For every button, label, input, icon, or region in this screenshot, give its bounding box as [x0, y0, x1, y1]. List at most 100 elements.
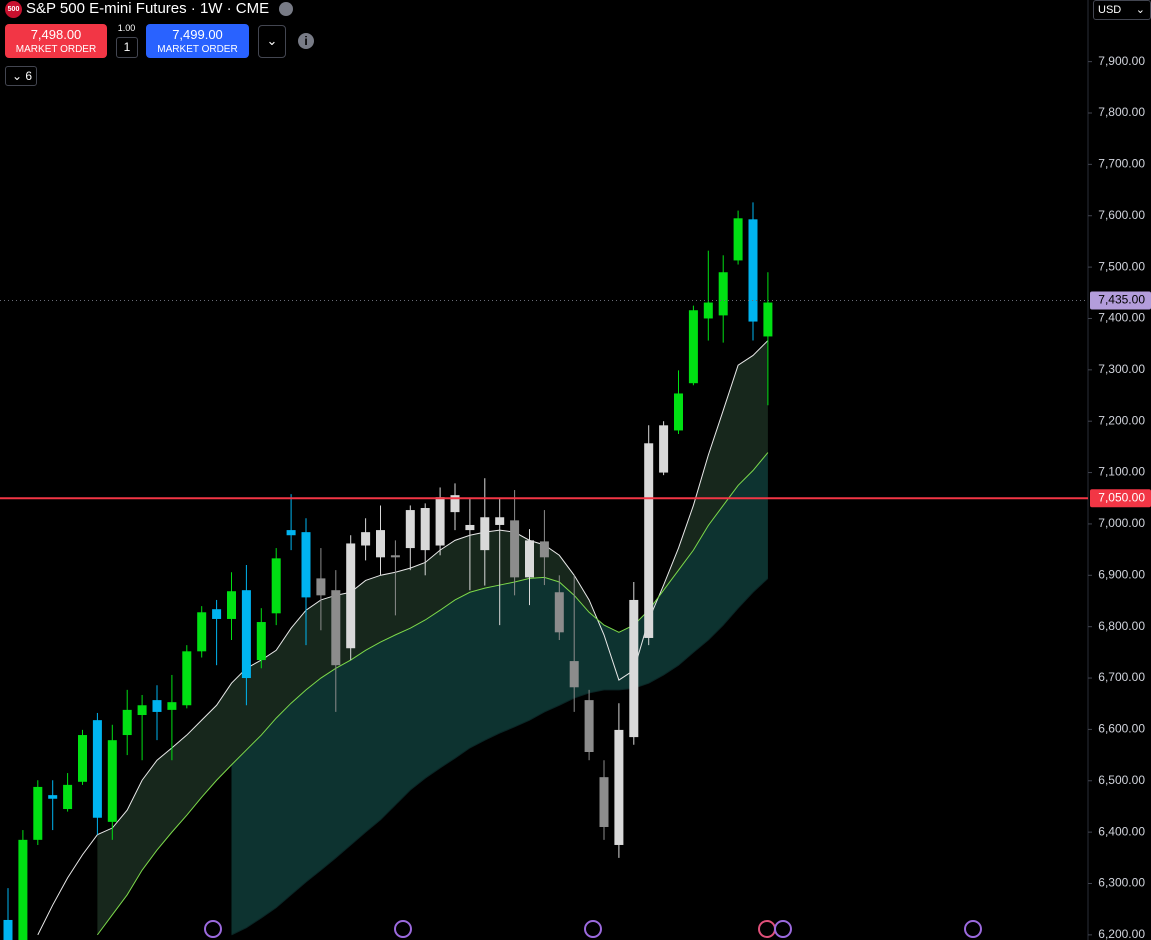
y-tick-label: 7,900.00 [1098, 54, 1145, 68]
candle-body [167, 702, 177, 710]
candle-body [405, 510, 415, 549]
y-tick-label: 7,400.00 [1098, 311, 1145, 325]
candle-body [510, 520, 520, 578]
candle-body [688, 310, 698, 384]
symbol-title[interactable]: S&P 500 E-mini Futures · 1W · CME [26, 0, 270, 17]
dropdown-button[interactable]: ⌄ [258, 25, 286, 58]
info-icon[interactable]: i [298, 33, 314, 49]
candle-body [748, 219, 758, 322]
candle-body [271, 558, 281, 614]
y-tick-label: 6,600.00 [1098, 722, 1145, 736]
candle-body [346, 543, 356, 649]
candle-body [718, 272, 728, 316]
y-tick-label: 7,500.00 [1098, 259, 1145, 273]
candle-body [212, 609, 222, 619]
candle-body [361, 532, 371, 546]
y-tick-label: 6,800.00 [1098, 619, 1145, 633]
price-label-box [1090, 291, 1151, 310]
price-label: 7,050.00 [1098, 490, 1145, 504]
y-tick-label: 7,800.00 [1098, 105, 1145, 119]
sell-price: 7,498.00 [30, 27, 82, 42]
candle-body [78, 735, 87, 782]
indicator-line [231, 578, 769, 936]
candle-body [569, 661, 579, 688]
y-tick-label: 7,100.00 [1098, 465, 1145, 479]
sell-button[interactable]: 7,498.00 MARKET ORDER [5, 24, 107, 58]
candle-body [241, 590, 251, 679]
candle-body [137, 705, 147, 716]
candle-body [495, 517, 505, 525]
candle-body [599, 777, 609, 827]
candle-body [659, 425, 669, 473]
candle-body [256, 622, 266, 661]
buy-label: MARKET ORDER [157, 44, 238, 55]
y-tick-label: 7,300.00 [1098, 362, 1145, 376]
band-fill [231, 452, 768, 935]
indicators-toggle[interactable]: ⌄ 6 [5, 66, 37, 86]
candle-body [465, 524, 475, 531]
buy-price: 7,499.00 [172, 27, 223, 42]
collapse-icon[interactable] [279, 2, 293, 16]
candle-body [376, 530, 385, 558]
event-icon[interactable] [964, 920, 982, 938]
y-tick-label: 7,600.00 [1098, 208, 1145, 222]
candle-body [733, 218, 743, 261]
event-icons [204, 920, 982, 938]
y-tick-label: 7,200.00 [1098, 413, 1145, 427]
price-label-box [1090, 489, 1151, 508]
candle-body [390, 555, 400, 558]
candle-body [316, 578, 326, 596]
price-label: 7,435.00 [1098, 293, 1145, 307]
candle-body [18, 839, 28, 940]
qty-input[interactable]: 1 [116, 37, 138, 58]
candle-body [554, 592, 564, 633]
sell-label: MARKET ORDER [15, 44, 97, 55]
candle-body [182, 651, 192, 706]
candle-body [227, 591, 236, 619]
candle-body [197, 612, 207, 652]
candle-body [3, 919, 13, 940]
candle-body [584, 700, 594, 752]
candle-body [435, 497, 445, 546]
candle-body [703, 302, 713, 319]
event-icon[interactable] [584, 920, 602, 938]
candle-body [48, 795, 58, 799]
currency: USD [1098, 4, 1122, 16]
indicators-count: 6 [25, 69, 33, 83]
candle-body [420, 508, 430, 551]
currency-select[interactable]: USD ⌄ [1093, 0, 1151, 20]
symbol-badge: 500 [5, 1, 22, 18]
plot-area [3, 202, 773, 940]
indicator-line [96, 452, 769, 936]
candle-body [539, 541, 549, 558]
y-tick-label: 6,900.00 [1098, 567, 1145, 581]
y-tick-label: 7,700.00 [1098, 157, 1145, 171]
candle-body [33, 786, 43, 840]
candle-body [286, 530, 296, 536]
candle-body [525, 540, 534, 578]
event-icon[interactable] [758, 920, 776, 938]
y-tick-label: 6,700.00 [1098, 670, 1145, 684]
y-tick-label: 7,000.00 [1098, 516, 1145, 530]
qty-step: 1.00 [117, 23, 136, 33]
event-icon[interactable] [204, 920, 222, 938]
y-tick-label: 6,200.00 [1098, 927, 1145, 940]
event-icon[interactable] [774, 920, 792, 938]
candle-body [674, 393, 683, 431]
candle-body [63, 784, 73, 810]
candle-body [450, 495, 460, 513]
candle-body [92, 720, 102, 818]
candle-body [301, 532, 311, 598]
candle-body [763, 302, 773, 337]
candle-body [480, 517, 490, 551]
y-tick-label: 6,500.00 [1098, 773, 1145, 787]
candle-body [107, 740, 117, 822]
candle-body [644, 443, 654, 638]
y-tick-label: 6,300.00 [1098, 876, 1145, 890]
buy-button[interactable]: 7,499.00 MARKET ORDER [146, 24, 249, 58]
candle-body [614, 729, 624, 845]
y-tick-label: 6,400.00 [1098, 824, 1145, 838]
event-icon[interactable] [394, 920, 412, 938]
candle-body [331, 590, 341, 666]
